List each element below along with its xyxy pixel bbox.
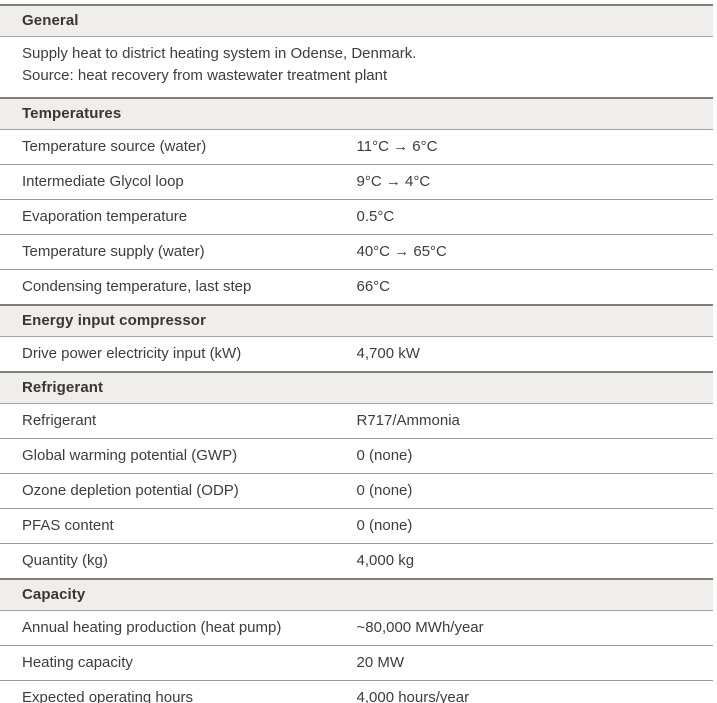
section-header-row-temperatures: Temperatures xyxy=(0,97,713,130)
row-label: Temperature source (water) xyxy=(0,129,357,165)
general-description-line2: Source: heat recovery from wastewater tr… xyxy=(22,66,388,84)
table-row: Ozone depletion potential (ODP) 0 (none) xyxy=(0,473,713,509)
row-value: 0.5°C xyxy=(356,199,713,235)
row-value: 20 MW xyxy=(356,645,713,681)
table-row: Temperature source (water) 11°C → 6°C xyxy=(0,129,713,165)
row-label: Ozone depletion potential (ODP) xyxy=(0,473,357,509)
row-label: Intermediate Glycol loop xyxy=(0,164,357,200)
table-row: Evaporation temperature 0.5°C xyxy=(0,199,713,235)
table-row: Quantity (kg) 4,000 kg xyxy=(0,543,713,580)
row-value: 9°C → 4°C xyxy=(356,164,713,200)
section-header-general: General xyxy=(0,4,713,37)
row-label: Evaporation temperature xyxy=(0,199,357,235)
table-row: Temperature supply (water) 40°C → 65°C xyxy=(0,234,713,270)
spec-table: General Supply heat to district heating … xyxy=(0,4,713,703)
row-label: Refrigerant xyxy=(0,403,357,439)
row-value: 0 (none) xyxy=(356,473,713,509)
table-row: Expected operating hours 4,000 hours/yea… xyxy=(0,681,713,703)
row-value: 4,000 kg xyxy=(356,543,713,580)
table-row: Intermediate Glycol loop 9°C → 4°C xyxy=(0,164,713,200)
row-label: Quantity (kg) xyxy=(0,543,357,580)
general-description-line1: Supply heat to district heating system i… xyxy=(22,45,417,62)
row-label: Global warming potential (GWP) xyxy=(0,438,357,474)
section-header-capacity: Capacity xyxy=(0,578,713,611)
section-header-row-capacity: Capacity xyxy=(0,578,713,611)
table-row: Drive power electricity input (kW) 4,700… xyxy=(0,336,713,373)
section-header-row-general: General xyxy=(0,4,713,37)
row-label: PFAS content xyxy=(0,508,357,544)
row-value: 0 (none) xyxy=(356,438,713,474)
row-label: Annual heating production (heat pump) xyxy=(0,610,357,646)
table-row: Condensing temperature, last step 66°C xyxy=(0,269,713,306)
row-label: Condensing temperature, last step xyxy=(0,269,357,306)
section-header-refrigerant: Refrigerant xyxy=(0,371,713,404)
row-value: R717/Ammonia xyxy=(356,403,713,439)
row-label: Drive power electricity input (kW) xyxy=(0,336,357,373)
table-row: PFAS content 0 (none) xyxy=(0,508,713,544)
row-label: Temperature supply (water) xyxy=(0,234,357,270)
row-value: 4,700 kW xyxy=(356,336,713,373)
row-value: ~80,000 MWh/year xyxy=(356,610,713,646)
table-row: Annual heating production (heat pump) ~8… xyxy=(0,610,713,646)
section-header-row-energy-input: Energy input compressor xyxy=(0,304,713,337)
row-value: 0 (none) xyxy=(356,508,713,544)
table-row: Refrigerant R717/Ammonia xyxy=(0,403,713,439)
table-row: Supply heat to district heating system i… xyxy=(0,36,713,99)
section-header-energy-input: Energy input compressor xyxy=(0,304,713,337)
row-label: Heating capacity xyxy=(0,645,357,681)
table-row: Global warming potential (GWP) 0 (none) xyxy=(0,438,713,474)
general-description: Supply heat to district heating system i… xyxy=(0,36,713,99)
row-label: Expected operating hours xyxy=(22,689,193,703)
section-header-temperatures: Temperatures xyxy=(0,97,713,130)
row-value: 11°C → 6°C xyxy=(356,129,713,165)
heat-pump-spec-sheet: General Supply heat to district heating … xyxy=(0,4,713,703)
row-value: 40°C → 65°C xyxy=(356,234,713,270)
table-row: Heating capacity 20 MW xyxy=(0,645,713,681)
section-header-row-refrigerant: Refrigerant xyxy=(0,371,713,404)
row-value: 4,000 hours/year xyxy=(356,689,470,703)
row-value: 66°C xyxy=(356,269,713,306)
